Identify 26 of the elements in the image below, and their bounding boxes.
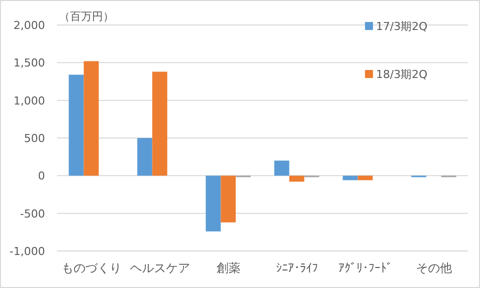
bar <box>206 176 221 232</box>
y-axis-title: （百万円） <box>59 10 114 23</box>
y-tick-label: 1,500 <box>14 56 45 70</box>
x-tick-label: ｱｸﾞﾘ･ﾌｰﾄﾞ <box>338 261 392 275</box>
bar <box>137 138 152 176</box>
y-tick-label: -500 <box>20 207 45 220</box>
x-tick-label: ヘルスケア <box>130 261 190 275</box>
x-tick-label: その他 <box>416 261 452 275</box>
x-tick-label: ものづくり <box>61 261 122 275</box>
bar <box>68 74 84 176</box>
bar <box>152 72 168 176</box>
y-tick-label: 2,000 <box>14 19 45 32</box>
legend-label: 17/3期2Q <box>376 20 428 33</box>
bar <box>84 61 99 176</box>
x-tick-label: 創薬 <box>216 261 240 275</box>
bar <box>220 176 236 222</box>
x-tick-label: ｼﾆｱ･ﾗｲﾌ <box>276 261 318 275</box>
bar <box>342 176 358 180</box>
y-tick-label: 0 <box>38 170 45 183</box>
bar <box>289 176 304 182</box>
bar <box>358 176 373 180</box>
y-tick-label: 500 <box>24 132 45 145</box>
y-tick-label: -1,000 <box>10 245 45 258</box>
bar <box>274 160 290 176</box>
y-tick-label: 1,000 <box>14 94 45 108</box>
legend-label: 18/3期2Q <box>376 68 428 81</box>
